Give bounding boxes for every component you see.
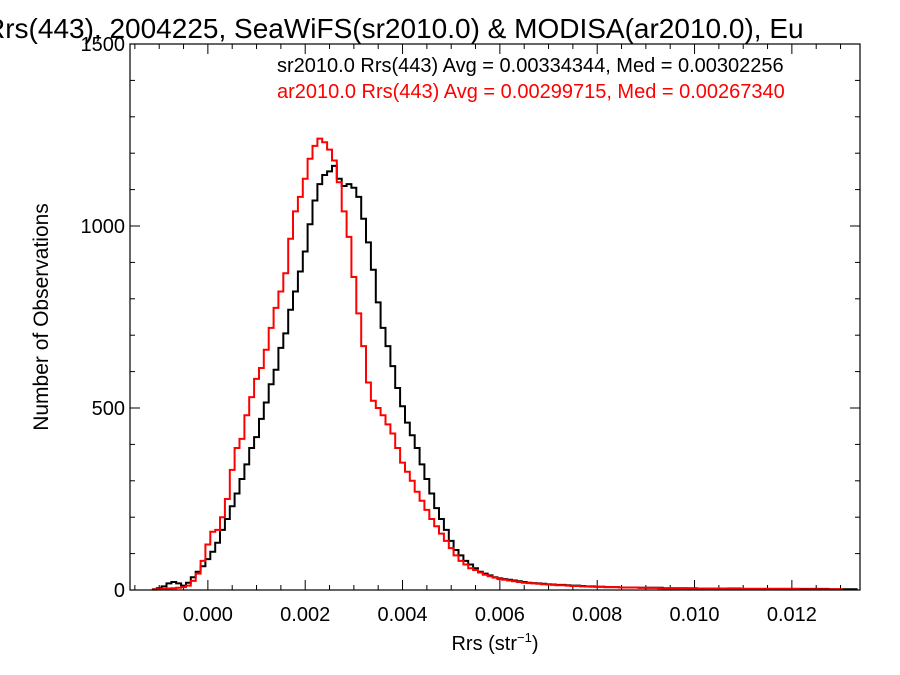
x-axis-label-main: Rrs (str	[451, 633, 517, 655]
x-axis-label-superscript: −1	[517, 630, 532, 645]
y-tick-label: 500	[92, 398, 125, 420]
x-axis-label-end: )	[532, 633, 539, 655]
chart-title: Rrs(443), 2004225, SeaWiFS(sr2010.0) & M…	[0, 13, 804, 44]
legend-sr2010: sr2010.0 Rrs(443) Avg = 0.00334344, Med …	[277, 55, 784, 77]
x-axis-label: Rrs (str−1)	[451, 630, 538, 655]
series-layer	[151, 137, 858, 591]
x-tick-label: 0.000	[183, 604, 233, 626]
x-tick-label: 0.006	[475, 604, 525, 626]
y-axis-label: Number of Observations	[30, 203, 53, 431]
y-axis-ticks: 0 500 1000 1500	[81, 34, 860, 602]
x-tick-label: 0.010	[670, 604, 720, 626]
series-line-ar2010-0	[151, 137, 843, 591]
x-tick-label: 0.012	[767, 604, 817, 626]
y-tick-label: 1000	[81, 216, 126, 238]
legend-ar2010: ar2010.0 Rrs(443) Avg = 0.00299715, Med …	[277, 81, 785, 103]
x-axis-ticks: 0.000 0.002 0.004 0.006 0.008 0.010 0.012	[134, 44, 842, 626]
x-tick-label: 0.004	[378, 604, 428, 626]
plot-frame	[129, 43, 861, 591]
x-tick-label: 0.008	[572, 604, 622, 626]
y-tick-label: 1500	[81, 34, 126, 56]
series-line-sr2010-0	[151, 164, 858, 591]
x-tick-label: 0.002	[280, 604, 330, 626]
y-tick-label: 0	[114, 580, 125, 602]
